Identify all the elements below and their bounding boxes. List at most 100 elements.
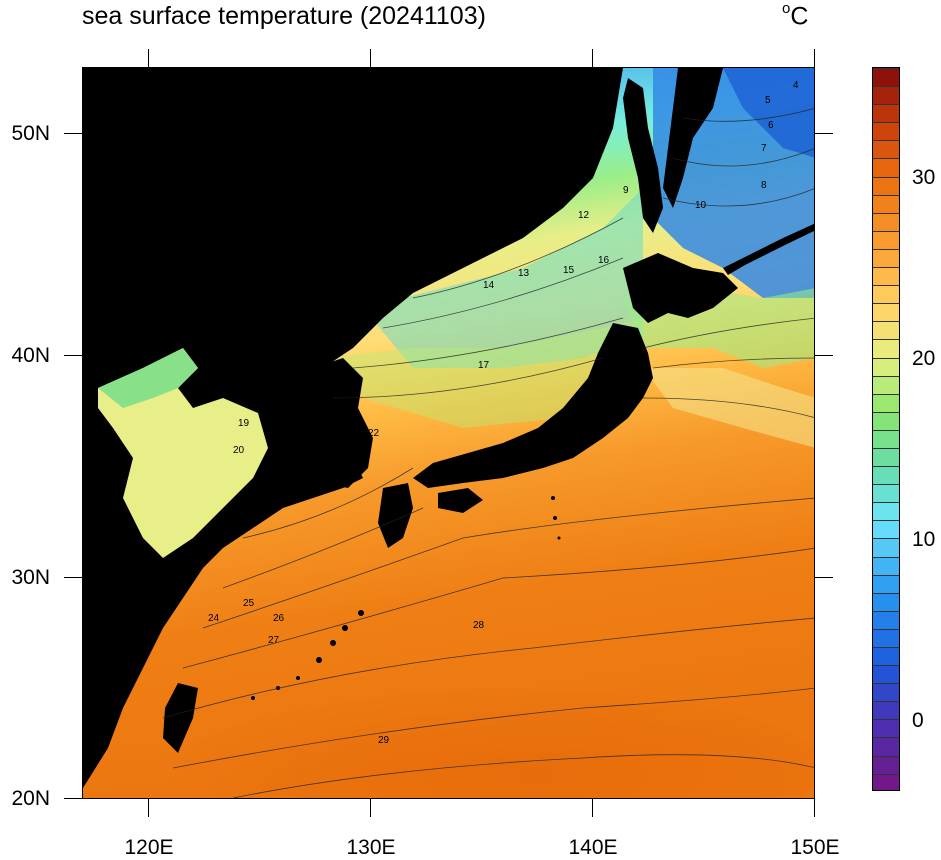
colorbar-segment [873,303,899,322]
colorbar-segment [873,212,899,231]
colorbar-segment [873,248,899,268]
tick-right-40n [815,355,833,356]
isotherm-label: 24 [208,613,220,624]
isotherm-label: 22 [368,428,380,439]
isotherm-label: 18 [238,383,250,394]
colorbar-segment [873,592,899,611]
lon-label-150e: 150E [790,836,840,859]
warm-pool [183,688,814,798]
isotherm-label: 13 [518,268,530,279]
colorbar-segment [873,683,899,702]
colorbar-segment [873,665,899,684]
japan-sea-central [323,318,643,428]
lat-label-20n: 20N [11,787,50,810]
colorbar-segment [873,321,899,340]
tick-left-50n [64,133,82,134]
tick-top-140e [592,49,593,67]
colorbar-label-10: 10 [912,528,936,551]
tick-left-40n [64,355,82,356]
colorbar-segment [873,375,899,394]
lon-label-130e: 130E [346,836,396,859]
kuril-islands [723,223,814,275]
colorbar-segment [873,158,899,177]
isotherm-label: 8 [761,180,767,191]
colorbar-segment [873,647,899,666]
colorbar-segment [873,719,899,738]
colorbar-segment [873,429,899,448]
colorbar-segment [873,86,899,105]
isotherm-label: 21 [273,378,285,389]
colorbar-segment [873,538,899,557]
colorbar-segment [873,556,899,575]
colorbar-segment [873,285,899,304]
japan-sea-north [363,188,643,368]
colorbar-segment [873,484,899,503]
tick-right-30n [815,577,833,578]
colorbar-label-0: 0 [912,709,924,732]
isotherm-label-group: 4 5 6 7 8 9 10 12 13 14 15 16 17 18 19 2… [208,80,799,746]
isotherm-label: 12 [578,210,590,221]
korean-peninsula [298,358,373,488]
colorbar-segment [873,701,899,720]
tick-top-120e [148,49,149,67]
tick-bottom-150e [814,799,815,817]
isotherm-label: 20 [233,445,245,456]
unit-text: C [790,2,809,31]
colorbar-segment [873,574,899,593]
isotherm-label: 16 [598,255,610,266]
tick-bottom-140e [592,799,593,817]
colorbar-label-30: 30 [912,166,936,189]
isotherm-label: 14 [483,280,495,291]
isotherm-label: 6 [768,120,774,131]
lat-label-30n: 30N [11,566,50,589]
isotherm-label: 10 [695,200,707,211]
isotherm-label: 4 [793,80,799,91]
colorbar-segment [873,520,899,539]
colorbar-segment [873,140,899,159]
tick-bottom-130e [370,799,371,817]
colorbar-segment [873,628,899,647]
sakhalin [623,78,663,233]
tick-right-50n [815,133,833,134]
tick-left-30n [64,577,82,578]
isotherm-label: 5 [765,95,771,106]
isotherm-label: 7 [761,143,767,154]
tick-bottom-120e [148,799,149,817]
land-continent [83,68,623,788]
colorbar [872,67,900,791]
colorbar-segment [873,357,899,376]
colorbar-segment [873,104,899,123]
tick-left-20n [64,798,82,799]
colorbar-segment [873,122,899,141]
colorbar-segment [873,393,899,412]
degree-symbol: o [782,0,791,17]
isotherm-label: 28 [473,620,485,631]
colorbar-segment [873,267,899,286]
tick-top-150e [814,49,815,67]
ryukyu-islands [251,610,364,700]
colorbar-segment [873,737,899,756]
lat-label-50n: 50N [11,122,50,145]
isotherms [162,108,814,798]
bohai-sea [98,348,198,408]
colorbar-segment [873,773,899,790]
isotherm-label: 17 [478,360,490,371]
colorbar-segment [873,176,899,195]
taiwan [163,683,198,753]
colorbar-segment [873,755,899,774]
sst-map-svg: 4 5 6 7 8 9 10 12 13 14 15 16 17 18 19 2… [83,68,814,798]
colorbar-segment [873,68,899,87]
colorbar-segment [873,447,899,467]
honshu [413,323,653,488]
okhotsk-coast [663,68,723,208]
colorbar-segment [873,610,899,629]
isotherm-label: 15 [563,265,575,276]
colorbar-segment [873,466,899,485]
cold-core [723,68,814,158]
colorbar-segment [873,411,899,430]
colorbar-segment [873,502,899,521]
isotherm-label: 9 [623,185,629,196]
colorbar-segment [873,230,899,249]
mixed-water [643,368,814,448]
colorbar-label-20: 20 [912,347,936,370]
